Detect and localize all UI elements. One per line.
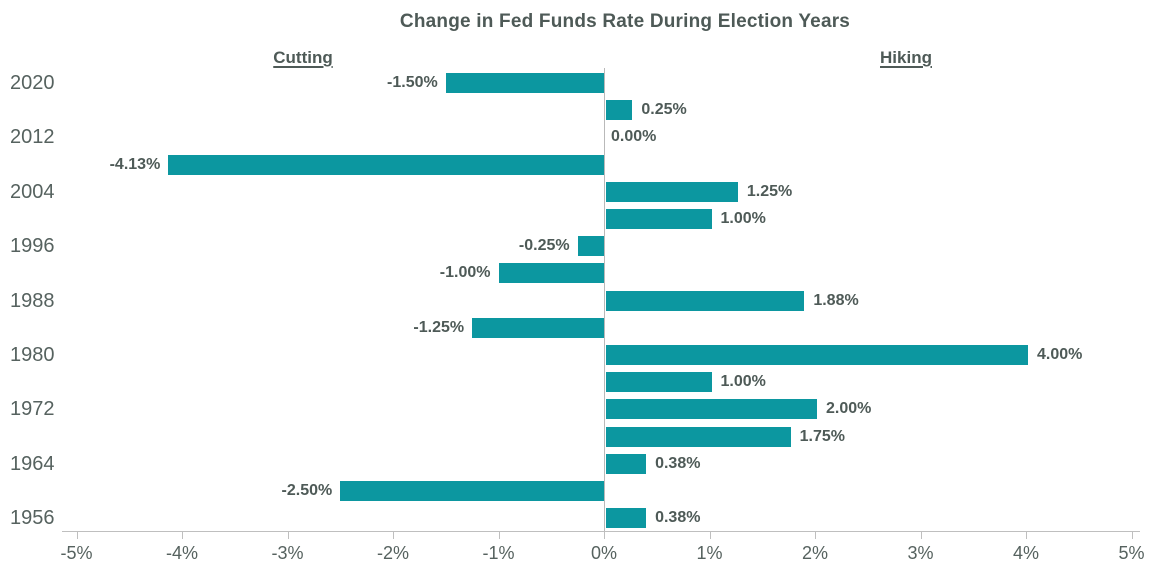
bar bbox=[606, 453, 647, 474]
x-tick bbox=[287, 531, 289, 539]
x-tick bbox=[76, 531, 78, 539]
x-tick bbox=[709, 531, 711, 539]
year-axis-label: 1988 bbox=[10, 289, 55, 312]
bar-value-label: 4.00% bbox=[1037, 346, 1083, 363]
zero-baseline bbox=[604, 68, 605, 531]
year-axis-label: 1980 bbox=[10, 344, 55, 366]
x-tick-label: -2% bbox=[376, 543, 409, 563]
bar-value-label: 1.88% bbox=[813, 291, 859, 309]
x-tick-label: -5% bbox=[60, 543, 93, 563]
bar bbox=[498, 263, 604, 284]
bar bbox=[606, 399, 817, 420]
bar bbox=[340, 481, 604, 501]
bar bbox=[168, 154, 604, 175]
x-tick-label: 3% bbox=[907, 543, 934, 563]
bar bbox=[445, 73, 604, 93]
bar bbox=[606, 209, 712, 229]
bar-value-label: -1.50% bbox=[387, 74, 438, 91]
year-axis-label: 1972 bbox=[10, 398, 55, 421]
x-tick bbox=[815, 531, 816, 539]
x-tick-label: 0% bbox=[590, 543, 617, 563]
bar bbox=[606, 508, 647, 529]
cutting-annotation: Cutting bbox=[273, 48, 333, 67]
x-tick bbox=[182, 531, 183, 539]
x-tick-label: 4% bbox=[1012, 543, 1039, 563]
x-tick bbox=[604, 531, 605, 539]
bar-value-label: -1.00% bbox=[439, 264, 491, 282]
bar-value-label: -0.25% bbox=[518, 237, 570, 255]
bar bbox=[606, 345, 1028, 365]
bar bbox=[577, 236, 604, 257]
x-tick bbox=[393, 531, 394, 539]
bar bbox=[606, 181, 738, 202]
year-axis-label: 1956 bbox=[10, 507, 55, 530]
bar-value-label: 1.25% bbox=[746, 182, 793, 200]
x-tick-label: -3% bbox=[271, 543, 304, 563]
x-tick bbox=[1026, 531, 1027, 539]
year-axis-label: 1964 bbox=[10, 452, 55, 475]
x-tick-label: 1% bbox=[696, 543, 723, 563]
bar-value-label: -1.25% bbox=[413, 318, 465, 336]
bar-value-label: 0.25% bbox=[641, 101, 687, 119]
x-tick bbox=[1131, 531, 1133, 539]
bar-value-label: 1.75% bbox=[799, 427, 845, 445]
bar bbox=[606, 100, 633, 121]
x-tick-label: -4% bbox=[165, 543, 198, 563]
bar bbox=[606, 426, 791, 447]
x-tick bbox=[920, 531, 922, 539]
hiking-annotation: Hiking bbox=[880, 48, 932, 67]
x-tick-label: 5% bbox=[1118, 543, 1145, 563]
year-axis-label: 2004 bbox=[10, 180, 55, 203]
bar-value-label: 0.38% bbox=[655, 509, 701, 527]
bar bbox=[606, 372, 712, 393]
bar-value-label: 0.38% bbox=[655, 454, 701, 472]
chart-title: Change in Fed Funds Rate During Election… bbox=[399, 11, 851, 32]
x-tick-label: 2% bbox=[801, 543, 828, 563]
year-axis-label: 2020 bbox=[10, 72, 55, 94]
bar bbox=[472, 317, 604, 338]
year-axis-label: 1996 bbox=[10, 235, 55, 258]
x-tick bbox=[498, 531, 500, 539]
bar-value-label: 1.00% bbox=[720, 210, 766, 227]
bar-value-label: 0.00% bbox=[611, 128, 657, 146]
bar-value-label: 1.00% bbox=[720, 373, 766, 391]
bar bbox=[606, 290, 805, 311]
bar-value-label: -4.13% bbox=[109, 155, 161, 173]
x-axis-line bbox=[62, 531, 1140, 532]
bar-value-label: -2.50% bbox=[281, 482, 333, 499]
x-tick-label: -1% bbox=[482, 543, 515, 563]
bar-value-label: 2.00% bbox=[826, 400, 872, 418]
year-axis-label: 2012 bbox=[10, 126, 55, 149]
